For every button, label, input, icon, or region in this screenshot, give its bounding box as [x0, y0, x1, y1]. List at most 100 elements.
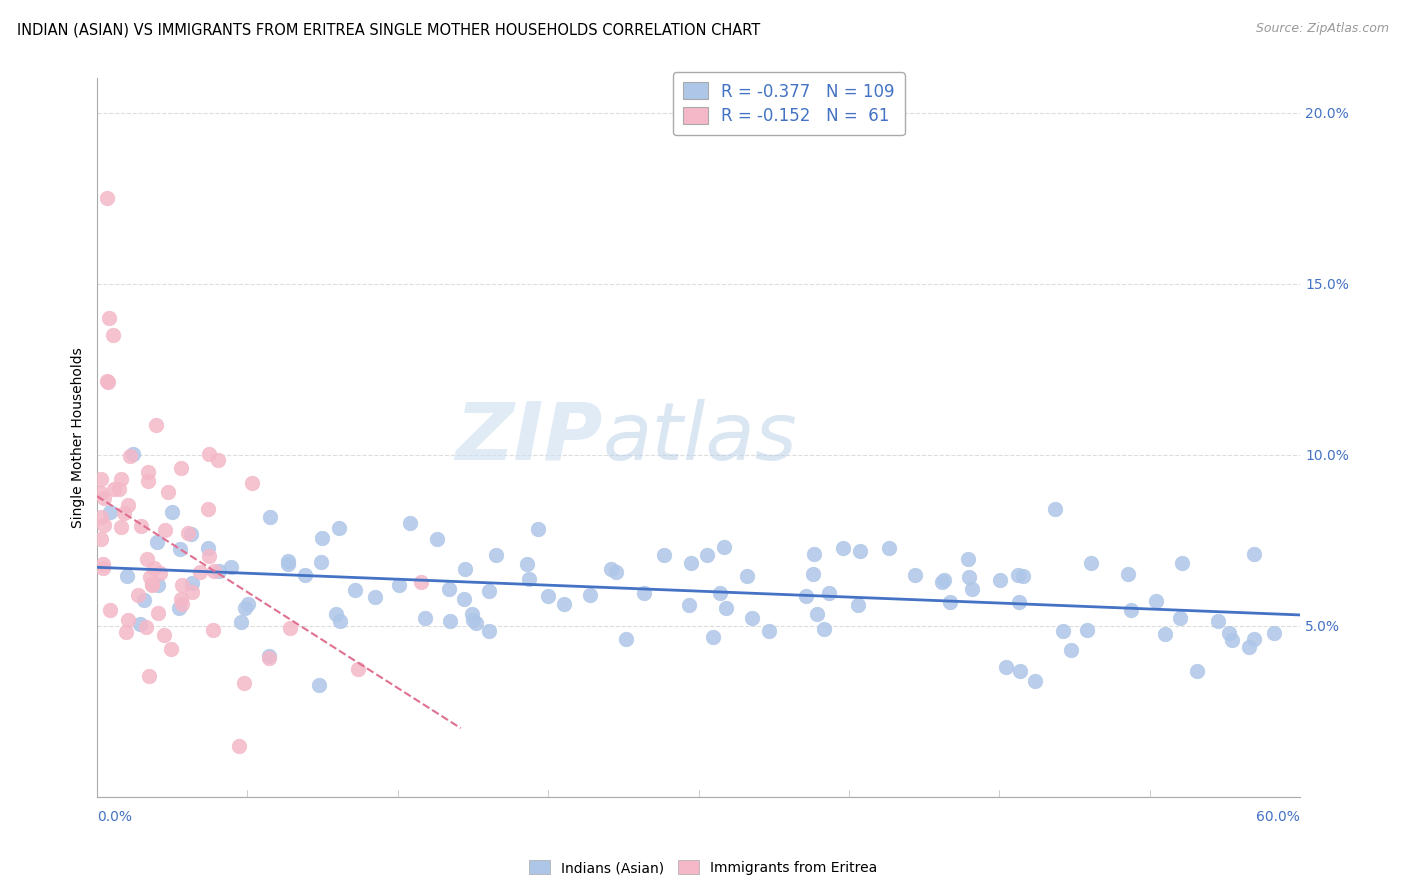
Point [517, 572, 540, 586]
Point [803, 547, 825, 561]
Point [363, 590, 385, 604]
Point [758, 624, 780, 638]
Point [129, 519, 152, 533]
Point [148, 578, 170, 592]
Point [614, 632, 637, 646]
Point [848, 598, 870, 612]
Point [240, 475, 263, 490]
Point [294, 568, 316, 582]
Point [1218, 626, 1240, 640]
Point [818, 586, 841, 600]
Point [228, 739, 250, 753]
Point [197, 549, 219, 564]
Point [1243, 547, 1265, 561]
Point [136, 552, 159, 566]
Point [904, 567, 927, 582]
Point [117, 613, 139, 627]
Point [103, 483, 125, 497]
Point [794, 590, 817, 604]
Point [197, 502, 219, 516]
Point [714, 601, 737, 615]
Point [159, 641, 181, 656]
Point [129, 617, 152, 632]
Point [198, 447, 221, 461]
Point [141, 578, 163, 592]
Point [90, 532, 112, 546]
Point [145, 417, 167, 432]
Point [259, 510, 281, 524]
Point [1012, 569, 1035, 583]
Point [155, 523, 177, 537]
Point [527, 522, 550, 536]
Point [170, 578, 193, 592]
Point [465, 616, 488, 631]
Point [96, 191, 118, 205]
Point [1144, 594, 1167, 608]
Point [167, 600, 190, 615]
Point [110, 472, 132, 486]
Point [127, 588, 149, 602]
Point [806, 607, 828, 621]
Point [347, 662, 370, 676]
Point [328, 521, 350, 535]
Point [98, 603, 121, 617]
Point [453, 562, 475, 576]
Point [229, 615, 252, 629]
Point [132, 592, 155, 607]
Point [197, 541, 219, 555]
Point [115, 625, 138, 640]
Point [1076, 623, 1098, 637]
Point [478, 584, 501, 599]
Point [120, 449, 142, 463]
Point [146, 607, 169, 621]
Point [309, 555, 332, 569]
Text: Source: ZipAtlas.com: Source: ZipAtlas.com [1256, 22, 1389, 36]
Point [553, 597, 575, 611]
Point [202, 624, 225, 638]
Point [709, 586, 731, 600]
Point [233, 600, 256, 615]
Point [325, 607, 347, 622]
Legend: R = -0.377   N = 109, R = -0.152   N =  61: R = -0.377 N = 109, R = -0.152 N = 61 [673, 72, 904, 136]
Point [101, 328, 124, 343]
Point [696, 549, 718, 563]
Point [145, 535, 167, 549]
Point [579, 588, 602, 602]
Point [308, 678, 330, 692]
Point [117, 569, 139, 583]
Point [90, 510, 112, 524]
Point [1239, 640, 1261, 654]
Point [96, 374, 118, 388]
Point [832, 541, 855, 556]
Point [995, 660, 1018, 674]
Text: 60.0%: 60.0% [1256, 810, 1301, 824]
Point [741, 611, 763, 625]
Point [702, 630, 724, 644]
Point [1187, 664, 1209, 678]
Point [1263, 626, 1285, 640]
Point [1045, 502, 1067, 516]
Point [112, 506, 135, 520]
Text: INDIAN (ASIAN) VS IMMIGRANTS FROM ERITREA SINGLE MOTHER HOUSEHOLDS CORRELATION C: INDIAN (ASIAN) VS IMMIGRANTS FROM ERITRE… [17, 22, 761, 37]
Point [399, 516, 422, 530]
Point [98, 310, 121, 325]
Point [957, 570, 980, 584]
Point [170, 461, 193, 475]
Point [879, 541, 901, 555]
Point [801, 567, 824, 582]
Point [219, 560, 242, 574]
Point [93, 491, 115, 506]
Legend: Indians (Asian), Immigrants from Eritrea: Indians (Asian), Immigrants from Eritrea [523, 855, 883, 880]
Point [1060, 643, 1083, 657]
Point [236, 597, 259, 611]
Point [136, 465, 159, 479]
Point [172, 597, 194, 611]
Point [960, 582, 983, 596]
Point [932, 573, 955, 587]
Point [388, 578, 411, 592]
Point [515, 557, 537, 571]
Point [1007, 595, 1029, 609]
Point [136, 474, 159, 488]
Point [599, 561, 621, 575]
Point [135, 620, 157, 634]
